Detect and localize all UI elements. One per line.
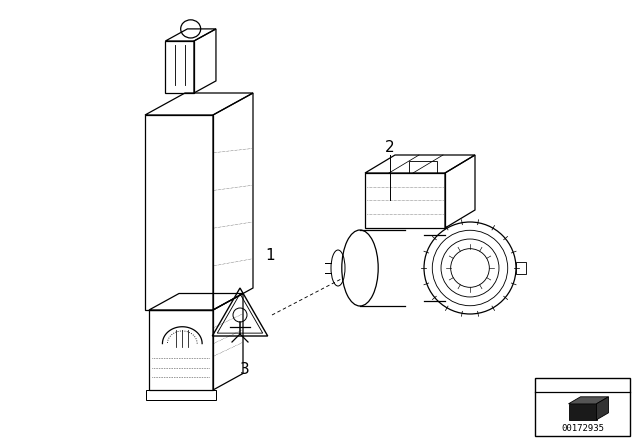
Text: 1: 1 (265, 247, 275, 263)
Text: 00172935: 00172935 (561, 424, 604, 433)
Text: 3: 3 (240, 362, 250, 378)
Polygon shape (568, 397, 609, 404)
Polygon shape (596, 397, 609, 420)
Bar (535, 378, 630, 436)
Text: 2: 2 (385, 141, 395, 155)
Polygon shape (568, 404, 596, 420)
